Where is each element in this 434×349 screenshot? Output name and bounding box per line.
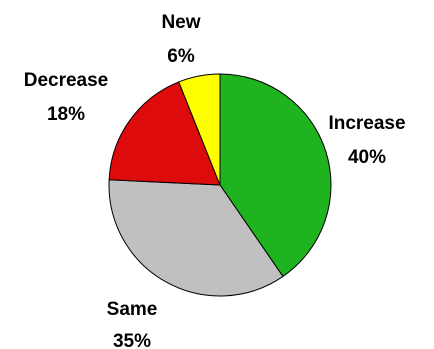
label-increase-percent: 40%: [348, 147, 386, 168]
label-increase-name: Increase: [328, 113, 405, 134]
label-same-percent: 35%: [113, 331, 151, 349]
label-same-name: Same: [107, 299, 158, 320]
label-decrease-percent: 18%: [47, 104, 85, 125]
label-new-name: New: [161, 12, 200, 33]
slice-increase: [219, 73, 332, 277]
pie-slices: [108, 73, 332, 297]
label-decrease-name: Decrease: [24, 70, 109, 91]
slice-new: [178, 73, 221, 186]
slice-labels: Increase 40% Same 35% Decrease 18% New 6…: [24, 12, 406, 349]
label-new-percent: 6%: [167, 46, 195, 67]
slice-decrease: [108, 81, 221, 186]
slice-same: [108, 179, 284, 297]
